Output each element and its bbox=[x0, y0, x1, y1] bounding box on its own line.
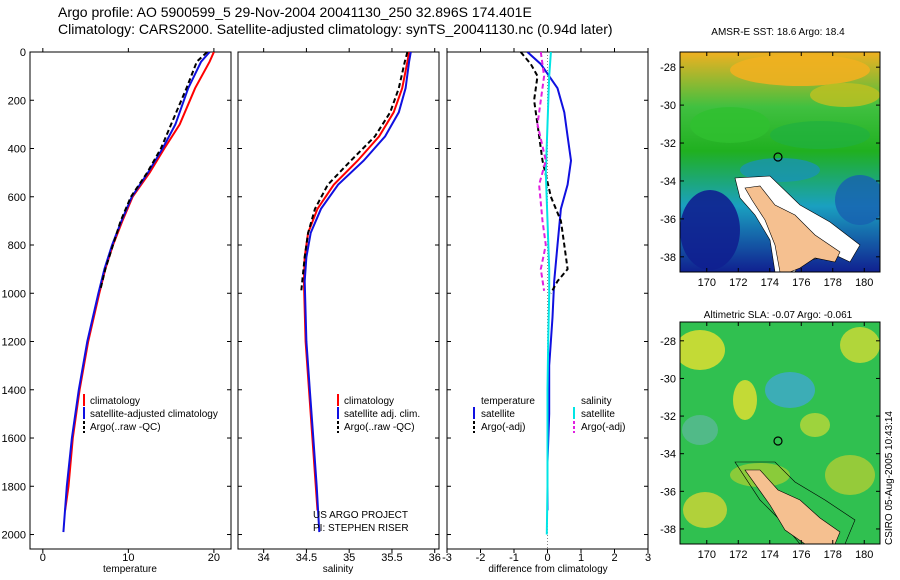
lat-tick-label: -28 bbox=[660, 62, 676, 74]
sst-map: AMSR-E SST: 18.6 Argo: 18.4 bbox=[679, 27, 881, 273]
lon-tick-label: 172 bbox=[729, 549, 747, 561]
lon-tick-label: 176 bbox=[792, 277, 810, 289]
lon-tick-label: 170 bbox=[698, 549, 716, 561]
depth-tick-label: 1400 bbox=[2, 385, 26, 397]
legend-argo-raw: Argo(..raw -QC) bbox=[344, 422, 415, 433]
x-tick-label: 34.5 bbox=[296, 552, 317, 564]
x-tick-label: 20 bbox=[208, 552, 220, 564]
legend-sal-satellite: satellite bbox=[581, 409, 615, 420]
pi-label: PI: STEPHEN RISER bbox=[313, 523, 409, 534]
series-line-salinity-argo-adj- bbox=[536, 52, 547, 291]
legend-climatology: climatology bbox=[344, 396, 394, 407]
legend-satellite-adj: satellite adj. clim. bbox=[344, 409, 420, 420]
lat-tick-label: -30 bbox=[660, 373, 676, 385]
lon-tick-label: 170 bbox=[698, 277, 716, 289]
temperature-panel-frame bbox=[29, 51, 232, 550]
x-tick-label: 0 bbox=[40, 552, 46, 564]
series-line-climatology bbox=[64, 52, 215, 511]
climatology-subtitle: Climatology: CARS2000. Satellite-adjuste… bbox=[58, 21, 613, 37]
lon-tick-label: 178 bbox=[824, 277, 842, 289]
legend-temperature-title: temperature bbox=[481, 396, 535, 407]
legend-temp-satellite: satellite bbox=[481, 409, 515, 420]
difference-axis-label: difference from climatology bbox=[488, 564, 607, 575]
sla-map-title: Altimetric SLA: -0.07 Argo: -0.061 bbox=[704, 310, 853, 321]
map-axes: -28 -30 -32 -34 -36 -38 170 172 174 176 178 180 -28 -… bbox=[660, 52, 880, 561]
lat-tick-label: -32 bbox=[660, 411, 676, 423]
salinity-legend: climatology satellite adj. clim. Argo(..… bbox=[337, 394, 420, 433]
depth-tick-label: 1800 bbox=[2, 481, 26, 493]
depth-tick-label: 1200 bbox=[2, 337, 26, 349]
lat-tick-label: -38 bbox=[660, 524, 676, 536]
salinity-panel-frame bbox=[237, 51, 440, 550]
x-tick-label: 35.5 bbox=[381, 552, 402, 564]
lat-tick-label: -34 bbox=[660, 176, 676, 188]
series-line-temperature-satellite bbox=[526, 52, 573, 511]
depth-tick-label: 400 bbox=[8, 144, 26, 156]
lon-tick-label: 178 bbox=[824, 549, 842, 561]
series-line-satellite-adj-clim- bbox=[303, 52, 412, 533]
depth-tick-label: 1000 bbox=[2, 288, 26, 300]
lon-tick-label: 180 bbox=[855, 277, 873, 289]
difference-legend: temperature satellite Argo(-adj) salinit… bbox=[473, 396, 625, 433]
depth-tick-label: 600 bbox=[8, 192, 26, 204]
legend-satellite-adjusted: satellite-adjusted climatology bbox=[90, 409, 218, 420]
depth-tick-label: 200 bbox=[8, 95, 26, 107]
lat-tick-label: -32 bbox=[660, 138, 676, 150]
argo-location-marker bbox=[773, 152, 783, 162]
lat-tick-label: -36 bbox=[660, 486, 676, 498]
x-tick-label: -1 bbox=[509, 552, 519, 564]
x-tick-label: -3 bbox=[442, 552, 452, 564]
temperature-axis-label: temperature bbox=[103, 564, 157, 575]
depth-axis: 0 200 400 600 800 1000 1200 1400 1600 1800 2000 bbox=[2, 47, 648, 542]
depth-tick-label: 2000 bbox=[2, 530, 26, 542]
x-tick-label: 0 bbox=[544, 552, 550, 564]
legend-temp-argo: Argo(-adj) bbox=[481, 422, 525, 433]
depth-tick-label: 800 bbox=[8, 240, 26, 252]
salinity-axis-label: salinity bbox=[323, 564, 354, 575]
series-line-salinity-satellite bbox=[544, 52, 552, 535]
x-tick-label: -2 bbox=[476, 552, 486, 564]
series-line-temperature-argo-adj- bbox=[519, 52, 569, 294]
depth-tick-label: 0 bbox=[20, 47, 26, 59]
lon-tick-label: 174 bbox=[761, 549, 779, 561]
legend-argo-raw: Argo(..raw -QC) bbox=[90, 422, 161, 433]
sst-map-title: AMSR-E SST: 18.6 Argo: 18.4 bbox=[711, 27, 845, 38]
lon-tick-label: 176 bbox=[792, 549, 810, 561]
legend-climatology: climatology bbox=[90, 396, 140, 407]
lat-tick-label: -30 bbox=[660, 100, 676, 112]
x-tick-label: 2 bbox=[611, 552, 617, 564]
lat-tick-label: -38 bbox=[660, 252, 676, 264]
lon-tick-label: 174 bbox=[761, 277, 779, 289]
lat-tick-label: -34 bbox=[660, 449, 676, 461]
legend-sal-argo: Argo(-adj) bbox=[581, 422, 625, 433]
depth-tick-label: 1600 bbox=[2, 433, 26, 445]
x-tick-label: 3 bbox=[645, 552, 651, 564]
lat-tick-label: -28 bbox=[660, 336, 676, 348]
x-tick-label: 35 bbox=[343, 552, 355, 564]
x-tick-label: 10 bbox=[122, 552, 134, 564]
project-label: US ARGO PROJECT bbox=[313, 510, 408, 521]
x-tick-label: 1 bbox=[578, 552, 584, 564]
series-line-argo-raw-qc- bbox=[300, 52, 409, 291]
argo-location-marker bbox=[773, 436, 783, 446]
temperature-legend: climatology satellite-adjusted climatolo… bbox=[83, 394, 218, 433]
lon-tick-label: 180 bbox=[855, 549, 873, 561]
lat-tick-label: -36 bbox=[660, 214, 676, 226]
legend-salinity-title: salinity bbox=[581, 396, 612, 407]
series-line-satellite-adjusted-climatology bbox=[62, 52, 211, 533]
x-tick-label: 36 bbox=[429, 552, 441, 564]
profile-title: Argo profile: AO 5900599_5 29-Nov-2004 2… bbox=[58, 4, 532, 20]
sla-map: Altimetric SLA: -0.07 Argo: -0.061 bbox=[679, 310, 881, 545]
lon-tick-label: 172 bbox=[729, 277, 747, 289]
series-line-argo-raw-qc- bbox=[99, 52, 208, 292]
timestamp-label: CSIRO 05-Aug-2005 10:43:14 bbox=[884, 411, 895, 545]
x-tick-label: 34 bbox=[258, 552, 270, 564]
